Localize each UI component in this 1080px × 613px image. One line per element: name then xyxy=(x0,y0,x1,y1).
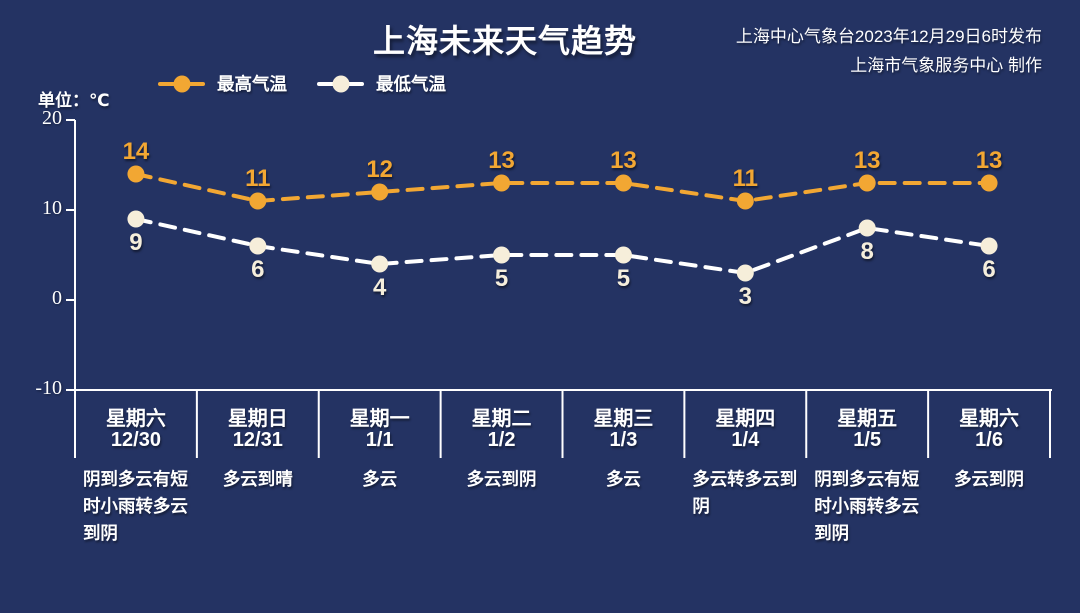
low-series-line xyxy=(133,217,992,276)
legend-high-dot-icon xyxy=(173,75,190,92)
weather-text: 阴到多云有短时小雨转多云到阴 xyxy=(82,469,188,543)
high-value-label: 13 xyxy=(610,147,637,174)
low-value-label: 9 xyxy=(129,229,143,256)
legend-item-low: 最低气温 xyxy=(317,71,446,96)
day-label: 星期三 xyxy=(593,408,654,430)
day-label: 星期五 xyxy=(837,408,898,430)
high-value-label: 12 xyxy=(366,156,394,183)
weather-label: 多云 xyxy=(563,466,685,493)
low-data-point xyxy=(371,255,389,273)
low-value-label: 6 xyxy=(982,256,996,283)
high-data-point xyxy=(858,174,876,192)
weather-text: 多云 xyxy=(362,469,398,489)
weather-text: 多云转多云到阴 xyxy=(692,469,798,516)
high-data-point xyxy=(980,174,998,192)
legend-high-label: 最高气温 xyxy=(217,74,287,94)
date-label: 12/30 xyxy=(110,429,161,451)
weather-label: 多云到晴 xyxy=(197,466,319,493)
date-label: 1/5 xyxy=(853,429,882,451)
date-label: 1/4 xyxy=(731,429,760,451)
publisher-info: 上海中心气象台2023年12月29日6时发布 上海市气象服务中心 制作 xyxy=(736,22,1042,80)
low-value-label: 4 xyxy=(373,274,387,301)
legend-low-label: 最低气温 xyxy=(376,74,446,94)
weather-text: 多云到阴 xyxy=(466,469,537,489)
legend: 最高气温 最低气温 xyxy=(158,71,446,96)
low-value-label: 5 xyxy=(616,265,631,292)
high-value-label: 13 xyxy=(975,147,1003,174)
low-data-point xyxy=(614,246,632,264)
high-series-line xyxy=(133,172,992,204)
high-value-label: 11 xyxy=(245,165,271,192)
legend-low-dot-icon xyxy=(332,75,349,92)
weather-text: 阴到多云有短时小雨转多云到阴 xyxy=(814,469,920,543)
y-tick-label: 10 xyxy=(42,197,62,219)
high-data-point xyxy=(614,174,632,192)
weather-label: 多云到阴 xyxy=(441,466,563,493)
date-label: 1/2 xyxy=(487,429,516,451)
weather-label: 多云 xyxy=(319,466,441,493)
low-data-point xyxy=(127,210,145,228)
publisher-line-1: 上海中心气象台2023年12月29日6时发布 xyxy=(735,27,1042,46)
day-label: 星期六 xyxy=(105,408,166,430)
y-tick-label: 0 xyxy=(52,287,62,309)
low-data-point xyxy=(249,237,267,255)
high-value-label: 13 xyxy=(853,147,881,174)
date-label: 1/3 xyxy=(609,429,638,451)
low-data-point xyxy=(736,264,754,282)
unit-label: 单位：℃ xyxy=(38,91,110,110)
low-value-label: 3 xyxy=(738,283,752,310)
day-label: 星期四 xyxy=(715,408,776,430)
low-value-label: 6 xyxy=(251,256,265,283)
high-value-label: 14 xyxy=(122,138,150,165)
high-data-point xyxy=(736,192,754,210)
publisher-line-2: 上海市气象服务中心 制作 xyxy=(850,56,1042,75)
weather-text: 多云到晴 xyxy=(222,469,293,489)
high-data-point xyxy=(249,192,267,210)
y-tick-label: -10 xyxy=(35,377,62,399)
date-label: 12/31 xyxy=(232,429,283,451)
low-data-point xyxy=(980,237,998,255)
high-data-point xyxy=(371,183,389,201)
low-value-label: 5 xyxy=(494,265,509,292)
high-value-label: 13 xyxy=(488,147,515,174)
low-data-point xyxy=(858,219,876,237)
low-value-label: 8 xyxy=(860,238,874,265)
day-label: 星期一 xyxy=(349,408,410,430)
legend-high-marker-icon xyxy=(158,74,205,93)
y-tick-label: 20 xyxy=(42,107,62,129)
high-value-label: 11 xyxy=(732,165,758,192)
low-data-point xyxy=(493,246,511,264)
day-label: 星期二 xyxy=(471,408,532,430)
chart-title: 上海未来天气趋势 xyxy=(372,23,637,59)
weather-label: 阴到多云有短时小雨转多云到阴 xyxy=(75,466,197,547)
legend-low-marker-icon xyxy=(317,74,364,93)
day-label: 星期日 xyxy=(227,408,288,430)
high-data-point xyxy=(127,165,145,183)
weather-label: 多云到阴 xyxy=(928,466,1050,493)
date-label: 1/1 xyxy=(365,429,394,451)
legend-item-high: 最高气温 xyxy=(158,71,287,96)
weather-label: 多云转多云到阴 xyxy=(684,466,806,520)
weather-text: 多云到阴 xyxy=(954,469,1025,489)
day-label: 星期六 xyxy=(959,408,1020,430)
high-data-point xyxy=(493,174,511,192)
date-label: 1/6 xyxy=(975,429,1003,451)
weather-label: 阴到多云有短时小雨转多云到阴 xyxy=(806,466,928,547)
weather-text: 多云 xyxy=(605,469,641,489)
